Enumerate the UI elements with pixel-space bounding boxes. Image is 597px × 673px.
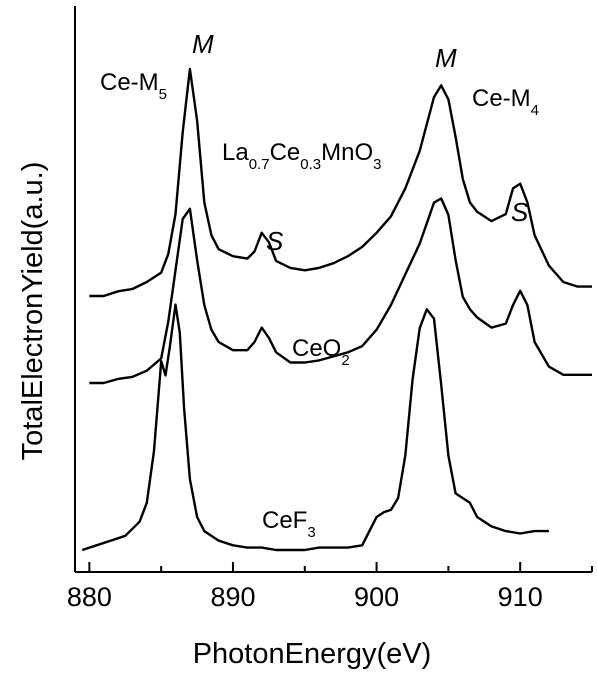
peak-m-right-label: M — [435, 43, 457, 73]
x-tick-label: 890 — [210, 582, 255, 612]
x-axis-title: PhotonEnergy(eV) — [193, 638, 432, 670]
x-tick-label: 900 — [354, 582, 399, 612]
y-axis-title: TotalElectronYield(a.u.) — [17, 162, 49, 461]
axes: 880 890 900 910 — [67, 6, 593, 612]
annotations: M M S S Ce-M5 Ce-M4 La0.7Ce0.3MnO3 CeO2 … — [100, 29, 539, 541]
x-tick-label: 880 — [67, 582, 112, 612]
edge-m5-label: Ce-M5 — [100, 69, 167, 103]
edge-m4-label: Ce-M4 — [472, 85, 539, 119]
satellite-s-left-label: S — [266, 226, 284, 256]
series-label-cef3: CeF3 — [262, 507, 316, 541]
series-layer — [81, 67, 592, 552]
series-label-lcmo: La0.7Ce0.3MnO3 — [222, 139, 381, 173]
peak-m-left-label: M — [192, 29, 214, 59]
satellite-s-right-label: S — [511, 197, 529, 227]
series-line-3 — [81, 303, 549, 552]
series-line-2 — [89, 197, 592, 385]
x-tick-label: 910 — [498, 582, 543, 612]
series-line-1 — [89, 67, 592, 298]
series-label-ceo2: CeO2 — [292, 335, 350, 369]
